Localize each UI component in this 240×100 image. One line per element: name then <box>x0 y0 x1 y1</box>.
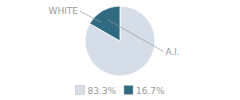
legend: 83.3% 16.7% <box>75 86 165 96</box>
pie-slice <box>90 6 120 41</box>
legend-label: 16.7% <box>136 86 165 96</box>
legend-item: 16.7% <box>124 86 165 96</box>
legend-swatch <box>124 86 133 95</box>
slice-label: A.I. <box>166 47 180 57</box>
legend-item: 83.3% <box>75 86 116 96</box>
chart: WHITE A.I. 83.3% 16.7% <box>0 0 240 100</box>
legend-label: 83.3% <box>87 86 116 96</box>
annotations: WHITE A.I. <box>48 6 179 56</box>
slice-label: WHITE <box>48 6 78 16</box>
leader-line <box>108 20 164 52</box>
leader-line <box>80 11 101 22</box>
legend-swatch <box>75 86 84 95</box>
